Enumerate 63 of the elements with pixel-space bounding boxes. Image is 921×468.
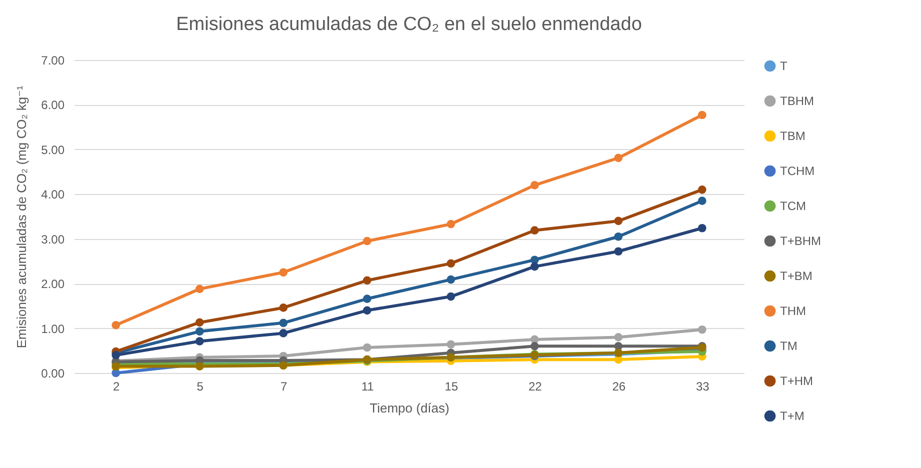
point	[195, 284, 204, 294]
point	[446, 292, 456, 301]
point	[446, 220, 456, 228]
point	[446, 275, 456, 284]
point	[362, 236, 372, 246]
legend-label: TBM	[780, 129, 806, 143]
legend-label: THM	[780, 304, 806, 318]
point	[362, 276, 372, 285]
x-tick-label: 7	[280, 380, 288, 394]
point	[279, 304, 288, 312]
x-axis-title: Tiempo (días)	[370, 400, 450, 416]
point	[362, 294, 372, 303]
point	[195, 327, 204, 336]
point	[698, 185, 706, 194]
point	[362, 306, 372, 315]
point	[614, 216, 623, 226]
point	[698, 325, 706, 334]
legend-label: TBHM	[780, 94, 814, 108]
point	[698, 196, 706, 206]
point	[530, 262, 539, 271]
point	[112, 320, 120, 330]
point	[446, 340, 456, 349]
legend-label: T+HM	[780, 374, 814, 388]
y-tick-label: 3.00	[41, 232, 65, 246]
chart-title: Emisiones acumuladas de CO₂ en el suelo enmendado	[176, 14, 642, 35]
point	[614, 247, 623, 256]
legend-label: TCM	[780, 199, 806, 213]
point	[446, 259, 456, 268]
y-tick-label: 4.00	[41, 188, 65, 202]
point	[279, 318, 288, 328]
x-tick-label: 33	[696, 380, 710, 394]
x-tick-label: 5	[196, 380, 204, 394]
point	[698, 110, 706, 120]
point	[614, 154, 623, 162]
x-tick-label: 26	[612, 380, 626, 394]
point	[195, 318, 204, 327]
point	[614, 232, 623, 241]
point	[698, 224, 706, 232]
x-tick-label: 2	[113, 380, 120, 394]
y-tick-label: 7.00	[41, 54, 65, 68]
x-tick-label: 15	[444, 380, 458, 394]
point	[530, 181, 539, 190]
point	[530, 226, 539, 235]
point	[195, 337, 204, 346]
y-tick-label: 0.00	[41, 366, 65, 380]
point	[279, 329, 288, 338]
x-tick-label: 22	[528, 380, 542, 394]
legend-label: TM	[780, 339, 798, 353]
point	[614, 333, 623, 342]
y-axis-title: Emisiones acumuladas de CO₂ (mg CO₂ kg⁻¹	[14, 85, 30, 348]
legend-label: T+M	[780, 409, 804, 423]
legend-label: TCHM	[780, 164, 815, 178]
legend-label: T+BM	[780, 269, 812, 283]
point	[279, 268, 288, 277]
y-tick-label: 5.00	[41, 142, 65, 157]
point	[362, 343, 372, 352]
x-tick-label: 11	[361, 380, 374, 394]
y-tick-label: 6.00	[41, 98, 65, 112]
legend-label: T+BHM	[780, 234, 822, 248]
y-tick-label: 1.00	[41, 322, 65, 336]
point	[530, 342, 539, 350]
legend-label: T	[780, 59, 788, 73]
y-tick-label: 2.00	[41, 277, 65, 292]
